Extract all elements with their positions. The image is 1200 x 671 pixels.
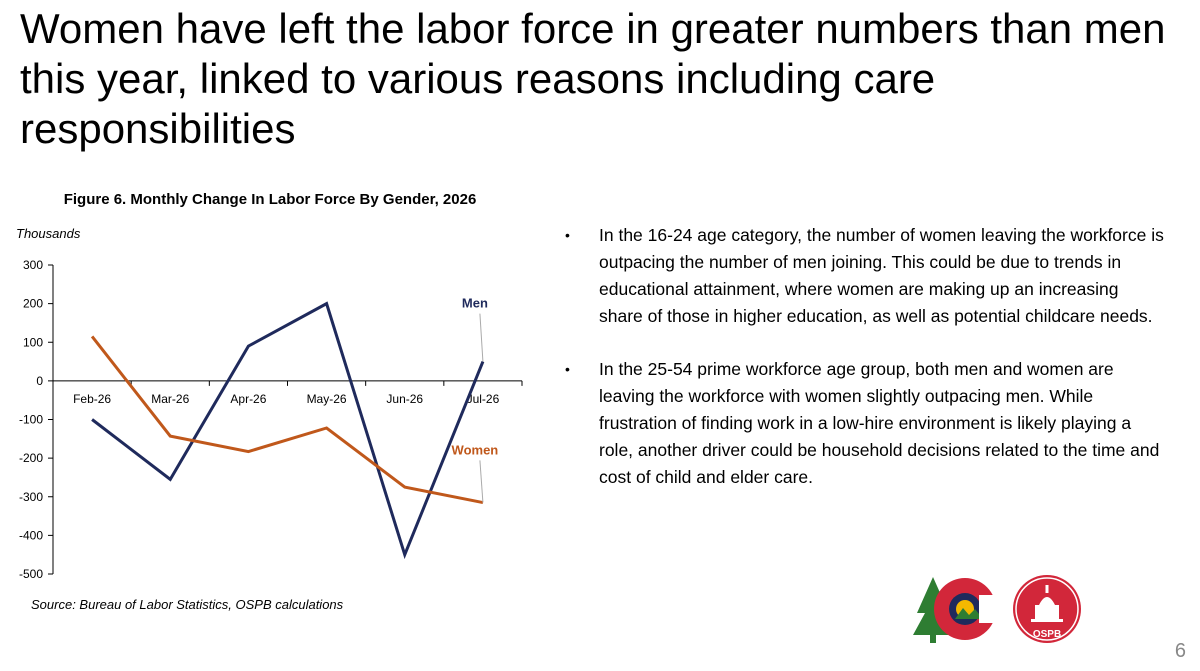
bullet-text: In the 16-24 age category, the number of… — [599, 225, 1164, 326]
series-leader-line — [479, 313, 484, 362]
y-tick-label: 300 — [23, 258, 43, 272]
y-tick-label: -100 — [19, 413, 43, 427]
bullet-dot-icon: • — [565, 361, 570, 377]
x-tick-label: Jul-26 — [467, 392, 500, 406]
y-tick-label: -400 — [19, 528, 43, 542]
y-tick-label: -200 — [19, 451, 43, 465]
series-label-men: Men — [462, 296, 488, 311]
x-tick-label: Feb-26 — [73, 392, 111, 406]
line-chart: 300 200 100 0 -100 -200 -300 -400 -500 Feb-26 Mar-… — [19, 258, 523, 581]
series-line-women — [90, 335, 484, 505]
y-tick-label: -500 — [19, 567, 43, 581]
page-number: 6 — [1174, 640, 1186, 662]
chart-title: Figure 6. Monthly Change In Labor Force … — [63, 191, 477, 208]
x-tick-label: Mar-26 — [151, 392, 189, 406]
bullet-item: • In the 16-24 age category, the number … — [565, 222, 1165, 330]
x-tick-label: Apr-26 — [230, 392, 266, 406]
chart-source: Source: Bureau of Labor Statistics, OSPB… — [31, 597, 344, 612]
colorado-c-icon — [913, 577, 999, 643]
logo-text: OSPB — [1033, 629, 1061, 640]
y-tick-label: -300 — [19, 490, 43, 504]
series-label-women: Women — [452, 442, 499, 457]
series-leader-line — [479, 460, 484, 503]
y-tick-label: 200 — [23, 297, 43, 311]
y-tick-label: 100 — [23, 335, 43, 349]
bullet-item: • In the 25-54 prime workforce age group… — [565, 356, 1165, 491]
slide-title: Women have left the labor force in great… — [20, 5, 1166, 152]
x-tick-label: Jun-26 — [386, 392, 423, 406]
bullet-dot-icon: • — [565, 227, 570, 243]
y-tick-label: 0 — [36, 374, 43, 388]
ospb-logo: OSPB — [913, 575, 1081, 643]
bullet-text: In the 25-54 prime workforce age group, … — [599, 359, 1160, 487]
bullet-list: • In the 16-24 age category, the number … — [565, 222, 1165, 517]
y-axis-unit-label: Thousands — [16, 226, 81, 241]
series-line-men — [91, 301, 485, 560]
ospb-capitol-badge: OSPB — [1013, 575, 1081, 643]
x-tick-label: May-26 — [307, 392, 347, 406]
